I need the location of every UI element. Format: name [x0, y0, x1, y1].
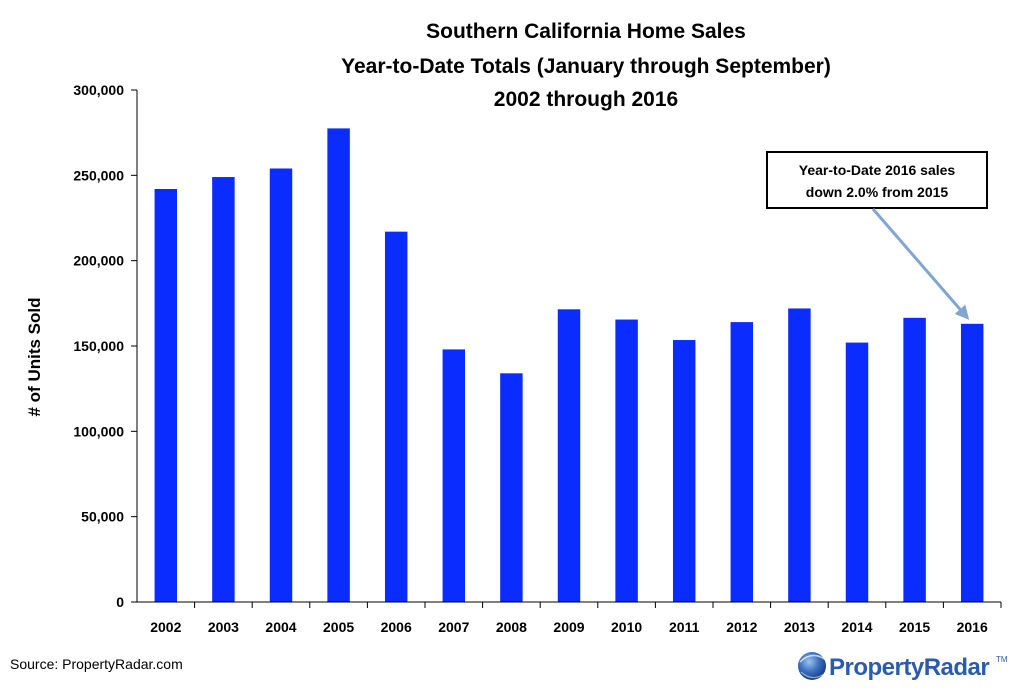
x-tick-label-2010: 2010: [611, 619, 642, 635]
bar-series: [154, 128, 984, 603]
bar-2012: [730, 322, 754, 602]
logo-trademark: TM: [996, 655, 1008, 664]
bar-2005: [327, 128, 350, 602]
y-tick-label: 100,000: [73, 423, 124, 439]
annotation-line-2: down 2.0% from 2015: [806, 184, 949, 200]
x-tick-label-2014: 2014: [841, 619, 872, 635]
chart-title-line-3: 2002 through 2016: [494, 88, 678, 111]
bar-2011: [672, 340, 696, 602]
bar-2007: [442, 349, 466, 602]
y-tick-label: 200,000: [73, 253, 124, 269]
bar-2013: [788, 308, 811, 602]
x-tick-label-2011: 2011: [669, 619, 700, 635]
annotation-arrow: [871, 208, 962, 311]
x-tick-label-2004: 2004: [265, 619, 296, 635]
x-tick-label-2002: 2002: [150, 619, 181, 635]
bar-2002: [154, 188, 178, 602]
chart-title-line-1: Southern California Home Sales: [426, 20, 746, 43]
y-tick-label: 50,000: [81, 509, 124, 525]
chart-title-line-2: Year-to-Date Totals (January through Sep…: [341, 55, 831, 78]
y-tick-label: 300,000: [73, 82, 124, 98]
x-tick-label-2016: 2016: [957, 619, 988, 635]
annotation-box: [766, 151, 988, 209]
bar-2008: [500, 373, 523, 602]
y-axis: 0 50,000 100,000 150,000 200,000 250,000 300,0…: [73, 82, 137, 610]
bar-2014: [845, 342, 869, 602]
bar-2010: [615, 319, 638, 602]
x-tick-label-2007: 2007: [438, 619, 469, 635]
y-tick-label: 150,000: [73, 338, 124, 354]
source-note: Source: PropertyRadar.com: [10, 656, 183, 672]
radar-globe-icon: [798, 652, 826, 680]
x-tick-label-2012: 2012: [726, 619, 757, 635]
x-tick-label-2006: 2006: [381, 619, 412, 635]
x-tick-label-2008: 2008: [496, 619, 527, 635]
bar-2003: [212, 177, 235, 603]
propertyradar-logo: PropertyRadar TM: [798, 652, 1008, 681]
x-tick-label-2003: 2003: [208, 619, 239, 635]
y-tick-label: 0: [116, 594, 124, 610]
y-tick-label: 250,000: [73, 167, 124, 183]
bar-2009: [557, 309, 581, 602]
x-tick-label-2005: 2005: [323, 619, 354, 635]
chart-title: Southern California Home Sales Year-to-D…: [341, 20, 831, 111]
annotation-line-1: Year-to-Date 2016 sales: [799, 162, 956, 178]
bar-2016: [960, 323, 984, 602]
x-axis: 2002 2003 2004 2005 2006 2007 2008 2009 2010 2011…: [150, 602, 1002, 635]
x-tick-label-2013: 2013: [784, 619, 815, 635]
bar-2006: [384, 231, 408, 603]
annotation-arrowhead: [954, 304, 970, 320]
logo-wordmark: PropertyRadar: [829, 654, 989, 681]
x-tick-label-2009: 2009: [553, 619, 584, 635]
bar-2015: [903, 317, 926, 602]
bar-2004: [269, 168, 293, 603]
x-tick-label-2015: 2015: [899, 619, 930, 635]
y-axis-title: # of Units Sold: [25, 298, 44, 417]
annotation: Year-to-Date 2016 sales down 2.0% from 2…: [766, 151, 988, 320]
